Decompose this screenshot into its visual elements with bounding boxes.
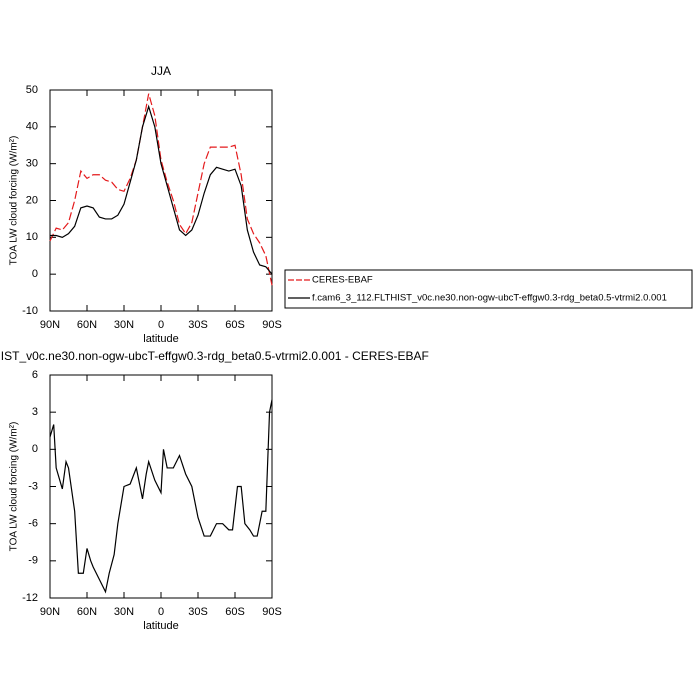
y-tick-label: 10 bbox=[26, 231, 38, 243]
x-tick-label: 60S bbox=[225, 319, 245, 331]
legend-label: CERES-EBAF bbox=[312, 275, 373, 286]
x-tick-label: 60N bbox=[77, 606, 97, 618]
x-tick-label: 0 bbox=[158, 606, 164, 618]
data-line bbox=[49, 93, 273, 286]
y-tick-label: 3 bbox=[32, 406, 38, 418]
x-tick-label: 30S bbox=[188, 319, 208, 331]
x-tick-label: 90N bbox=[40, 606, 60, 618]
chart-title: f.cam6_3_112.FLTHIST_v0c.ne30.non-ogw-ub… bbox=[0, 349, 429, 363]
data-line bbox=[49, 399, 273, 594]
y-tick-label: -3 bbox=[28, 480, 38, 492]
x-tick-label: 90N bbox=[40, 319, 60, 331]
x-tick-label: 0 bbox=[158, 319, 164, 331]
y-tick-label: -9 bbox=[28, 555, 38, 567]
x-tick-label: 60N bbox=[77, 319, 97, 331]
y-tick-label: -10 bbox=[22, 305, 38, 317]
legend-label: f.cam6_3_112.FLTHIST_v0c.ne30.non-ogw-ub… bbox=[312, 293, 667, 304]
y-axis-label: TOA LW cloud forcing (W/m²) bbox=[9, 422, 20, 552]
y-tick-label: 6 bbox=[32, 369, 38, 381]
x-tick-label: 30S bbox=[188, 606, 208, 618]
y-tick-label: 0 bbox=[32, 443, 38, 455]
x-tick-label: 30N bbox=[114, 319, 134, 331]
x-axis-label: latitude bbox=[143, 620, 178, 632]
legend-box bbox=[284, 269, 693, 309]
y-tick-label: 0 bbox=[32, 268, 38, 280]
x-tick-label: 90S bbox=[262, 606, 282, 618]
y-tick-label: -6 bbox=[28, 518, 38, 530]
x-tick-label: 90S bbox=[262, 319, 282, 331]
plot-frame bbox=[49, 89, 273, 312]
y-tick-label: 30 bbox=[26, 158, 38, 170]
x-tick-label: 60S bbox=[225, 606, 245, 618]
x-tick-label: 30N bbox=[114, 606, 134, 618]
y-axis-label: TOA LW cloud forcing (W/m²) bbox=[9, 136, 20, 266]
y-tick-label: -12 bbox=[22, 592, 38, 604]
y-tick-label: 20 bbox=[26, 194, 38, 206]
y-tick-label: 40 bbox=[26, 121, 38, 133]
chart-title: JJA bbox=[151, 64, 171, 78]
data-line bbox=[50, 104, 273, 275]
x-axis-label: latitude bbox=[143, 333, 178, 345]
y-tick-label: 50 bbox=[26, 84, 38, 96]
